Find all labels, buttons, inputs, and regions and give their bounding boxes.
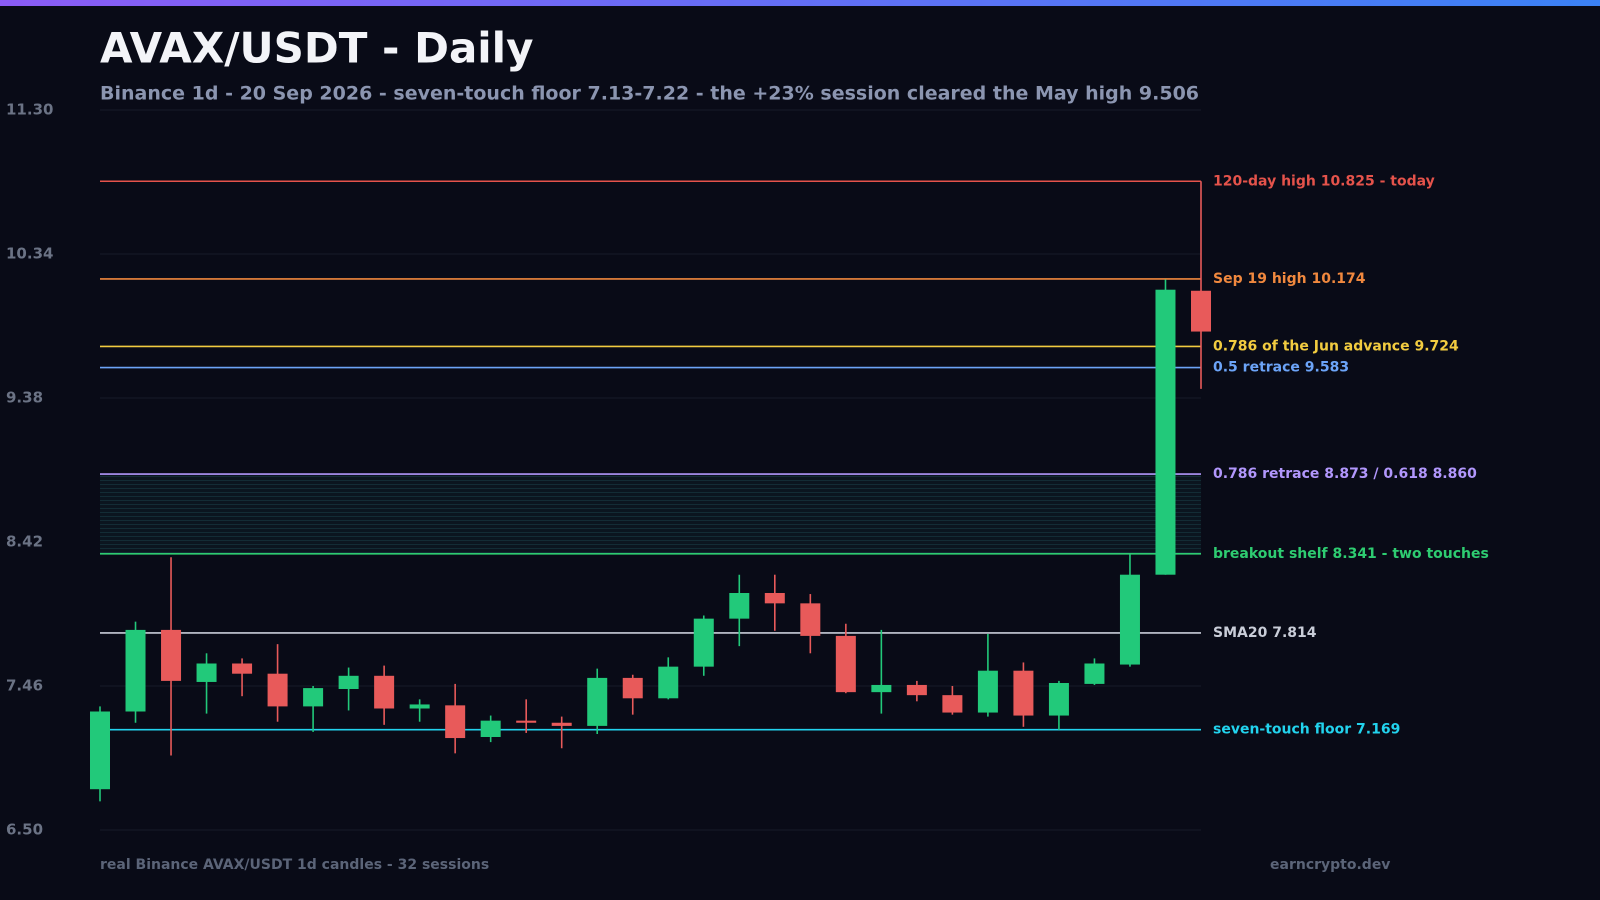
candle-body — [658, 666, 679, 699]
zone-band — [100, 474, 1201, 554]
candle-body — [1048, 683, 1069, 716]
candle-body — [906, 684, 927, 696]
candle-body — [1155, 289, 1176, 575]
candle-body — [1191, 290, 1211, 332]
y-tick-label: 7.46 — [6, 677, 43, 695]
candle-body — [374, 675, 395, 709]
candle-body — [551, 722, 572, 726]
candle-body — [1119, 574, 1140, 665]
source-note: real Binance AVAX/USDT 1d candles - 32 s… — [100, 857, 489, 873]
level-label: breakout shelf 8.341 - two touches — [1213, 546, 1489, 562]
candle-body — [516, 720, 537, 723]
top-bar — [0, 0, 1600, 6]
candle-body — [338, 675, 359, 689]
candle-body — [942, 695, 963, 713]
candle-body — [480, 720, 501, 737]
candle-body — [835, 635, 856, 693]
candle-body — [161, 629, 182, 681]
candle-body — [445, 705, 466, 739]
candle-body — [232, 663, 253, 674]
candle-body — [693, 618, 714, 667]
candle-body — [267, 673, 288, 707]
credit: earncrypto.dev — [1270, 857, 1390, 873]
level-label: 120-day high 10.825 - today — [1213, 173, 1435, 189]
y-tick-label: 11.30 — [6, 101, 53, 119]
candle-body — [125, 629, 146, 712]
y-tick-label: 8.42 — [6, 533, 43, 551]
candle-body — [622, 677, 643, 699]
candle-body — [729, 593, 750, 619]
chart-subtitle: Binance 1d - 20 Sep 2026 - seven-touch f… — [100, 83, 1199, 105]
level-label: SMA20 7.814 — [1213, 625, 1317, 641]
candle-body — [303, 688, 324, 707]
level-label: Sep 19 high 10.174 — [1213, 271, 1366, 287]
candle-body — [587, 677, 608, 726]
candle-body — [1013, 670, 1034, 716]
candle-body — [764, 593, 785, 604]
y-tick-label: 6.50 — [6, 821, 43, 839]
candle-body — [977, 670, 998, 713]
candle-body — [196, 663, 217, 682]
level-label: 0.786 retrace 8.873 / 0.618 8.860 — [1213, 466, 1477, 482]
level-label: 0.5 retrace 9.583 — [1213, 360, 1349, 376]
chart-title: AVAX/USDT - Daily — [100, 24, 533, 73]
candle-body — [800, 603, 821, 636]
level-label: 0.786 of the Jun advance 9.724 — [1213, 338, 1459, 354]
level-label: seven-touch floor 7.169 — [1213, 722, 1400, 738]
y-tick-label: 10.34 — [6, 245, 53, 263]
candle-body — [90, 711, 110, 790]
candle-body — [871, 684, 892, 693]
candle-body — [409, 704, 430, 709]
y-tick-label: 9.38 — [6, 389, 43, 407]
candle-body — [1084, 663, 1105, 684]
